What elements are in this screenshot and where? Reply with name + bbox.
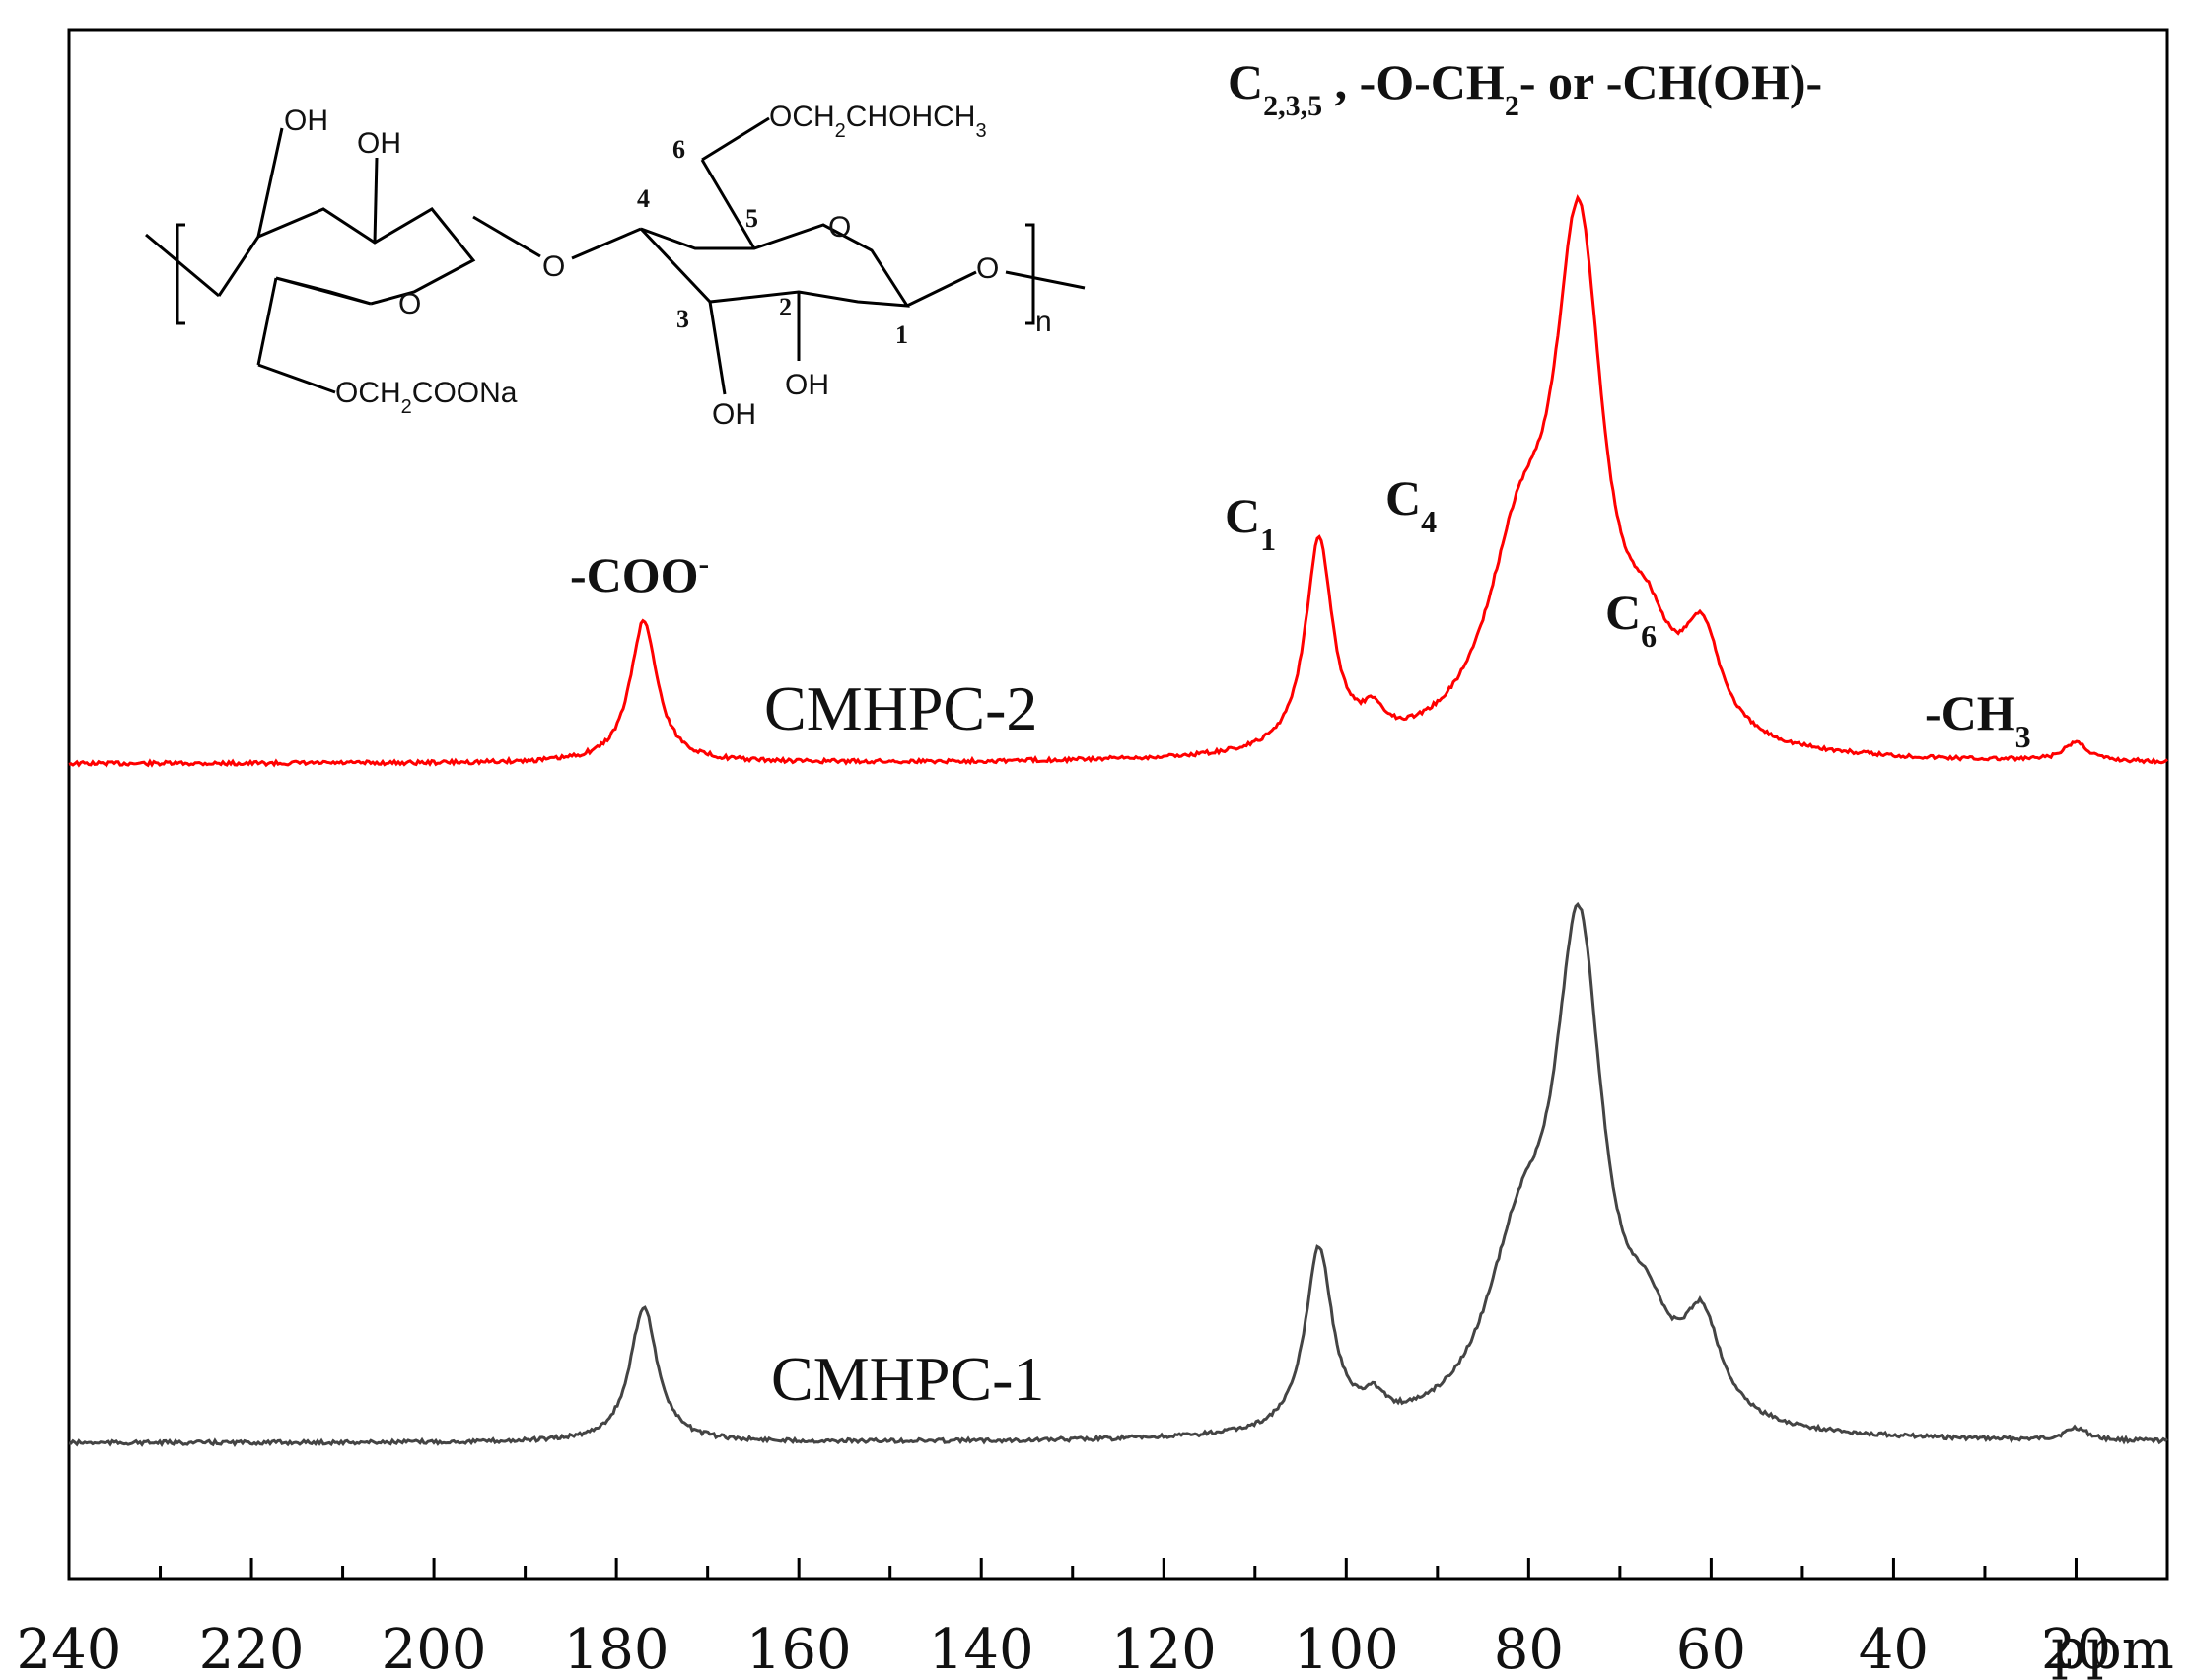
x-tick-label-200: 200 [382, 1618, 487, 1680]
bond-bridge-2 [571, 227, 642, 260]
atom-oh-3: OH [712, 398, 756, 431]
chemical-structure [145, 116, 1086, 395]
carbon-number-6: 6 [672, 135, 685, 164]
peak-label-coo: -COO- [570, 545, 709, 602]
bracket-right [1025, 223, 1035, 325]
chemical-structure-labels: OH OH O O O O OH OH OCH2CHOHCH3 OCH2COON… [284, 101, 1052, 431]
carbon-number-2: 2 [779, 293, 792, 321]
x-tick-label-220: 220 [199, 1618, 305, 1680]
ring-left [217, 207, 476, 306]
atom-o-bridge: O [542, 250, 565, 283]
carbon-number-1: 1 [895, 320, 908, 349]
substituent-bottom: OCH2COONa [335, 377, 518, 418]
bond-ch2-bottom-2 [257, 363, 336, 394]
bond-c6 [700, 159, 756, 249]
atom-o-end: O [976, 252, 999, 285]
bond-end-1 [906, 270, 977, 308]
x-tick-label-60: 60 [1676, 1618, 1746, 1680]
x-tick-label-100: 100 [1294, 1618, 1399, 1680]
atom-o-ring-right: O [828, 211, 851, 244]
carbon-number-5: 5 [745, 204, 758, 233]
atom-o-ring-left: O [398, 288, 421, 320]
plot-frame [67, 28, 2169, 1581]
bond-bridge-1 [472, 215, 541, 258]
ring-right [639, 223, 910, 308]
x-axis-unit-label: ppm [2051, 1618, 2174, 1680]
x-tick-label-120: 120 [1111, 1618, 1217, 1680]
sample-label-cmhpc-1: CMHPC-1 [771, 1344, 1044, 1414]
peak-label-c4: C4 [1385, 470, 1437, 539]
carbon-number-4: 4 [637, 184, 650, 213]
x-axis-ticks: 240 220 200 180 160 140 120 100 80 60 40 20 [17, 1558, 2111, 1680]
chain-bond-left [145, 233, 220, 298]
repeat-subscript-n: n [1035, 306, 1052, 338]
x-tick-label-20: 20 [2041, 1618, 2111, 1680]
bracket-left [176, 223, 185, 325]
peak-label-c1: C1 [1225, 488, 1276, 557]
x-tick-label-140: 140 [929, 1618, 1034, 1680]
bond-oh-1 [256, 127, 284, 238]
bond-ch2-bottom [256, 277, 278, 366]
atom-oh-4: OH [785, 369, 829, 401]
carbon-number-3: 3 [676, 305, 689, 333]
bond-c6-2 [701, 116, 770, 162]
series-line-cmhpc-1 [68, 901, 2168, 1448]
bond-oh-3 [708, 301, 727, 395]
atom-oh-1: OH [284, 105, 328, 137]
peak-label-main: C2,3,5 , -O-CH2- or -CH(OH)- [1228, 54, 1822, 122]
sample-label-cmhpc-2: CMHPC-2 [764, 673, 1037, 743]
x-tick-label-240: 240 [17, 1618, 122, 1680]
x-tick-label-40: 40 [1859, 1618, 1929, 1680]
peak-label-c6: C6 [1605, 585, 1657, 654]
series-line-cmhpc-2 [68, 194, 2168, 768]
substituent-top: OCH2CHOHCH3 [769, 101, 987, 142]
atom-oh-2: OH [357, 127, 401, 160]
x-tick-label-180: 180 [564, 1618, 670, 1680]
x-tick-label-80: 80 [1494, 1618, 1564, 1680]
peak-label-ch3: -CH3 [1925, 685, 2031, 754]
x-tick-label-160: 160 [746, 1618, 852, 1680]
bond-oh-2 [373, 157, 379, 244]
bond-end-2 [1005, 270, 1086, 290]
